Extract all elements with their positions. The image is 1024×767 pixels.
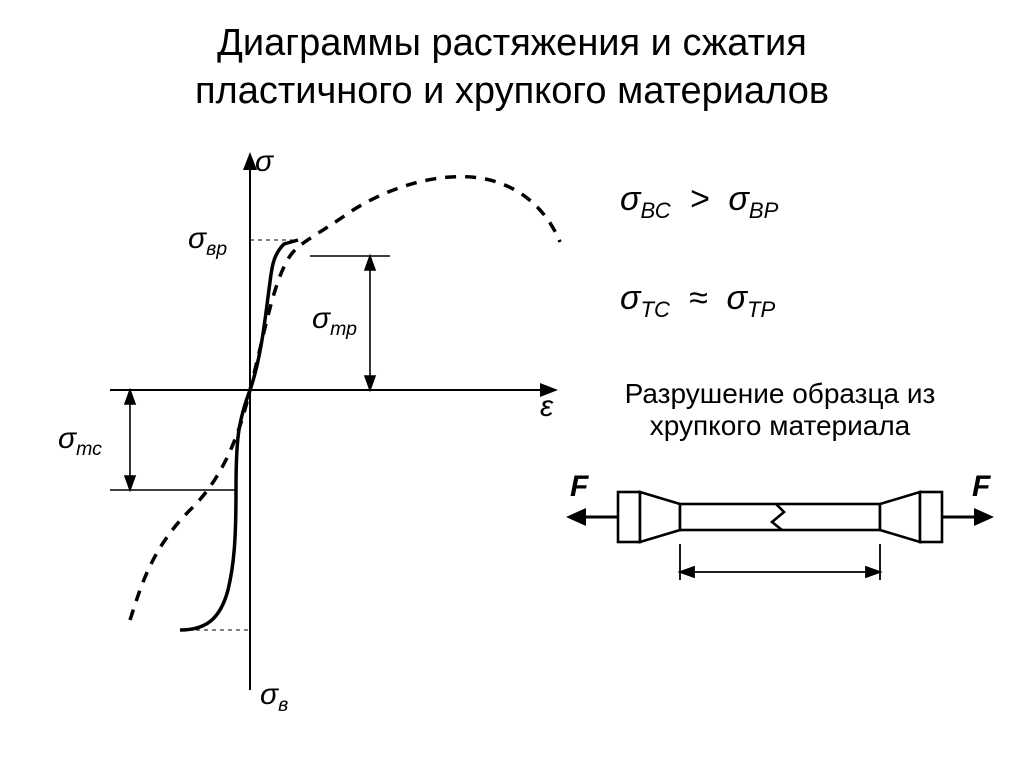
title-line-1: Диаграммы растяжения и сжатия [217, 22, 807, 64]
specimen-dimension [680, 544, 880, 580]
stress-strain-chart: σ ε σвр σтр σтс σв [50, 150, 570, 710]
label-sigma-tc: σтс [58, 422, 102, 461]
title-line-2: пластичного и хрупкого материалов [195, 70, 829, 112]
label-eps-axis: ε [540, 390, 553, 424]
formulas-and-specimen: σВС > σВР σТС ≈ σТР Разрушение образца и… [560, 160, 1000, 632]
specimen-body [618, 492, 942, 542]
specimen-caption: Разрушение образца из хрупкого материала [560, 378, 1000, 442]
formula-tc-approx-tp: σТС ≈ σТР [620, 279, 1000, 323]
force-label-right: F [972, 470, 990, 504]
specimen-svg [560, 452, 1000, 632]
guide-lines [180, 240, 298, 690]
axes [110, 152, 558, 690]
label-sigma-vr: σвр [188, 222, 227, 261]
solid-curve [180, 240, 298, 630]
label-sigma-tr: σтр [312, 302, 357, 341]
left-force-arrow [566, 508, 618, 526]
label-sigma-axis: σ [255, 145, 273, 179]
dim-sigma-tc [110, 390, 236, 490]
page-title: Диаграммы растяжения и сжатия пластичног… [0, 20, 1024, 115]
right-force-arrow [942, 508, 994, 526]
formula-bc-gt-bp: σВС > σВР [620, 180, 1000, 224]
force-label-left: F [570, 470, 588, 504]
label-sigma-v: σв [260, 678, 288, 717]
specimen-diagram: F F [560, 452, 1000, 632]
chart-svg [50, 150, 570, 710]
